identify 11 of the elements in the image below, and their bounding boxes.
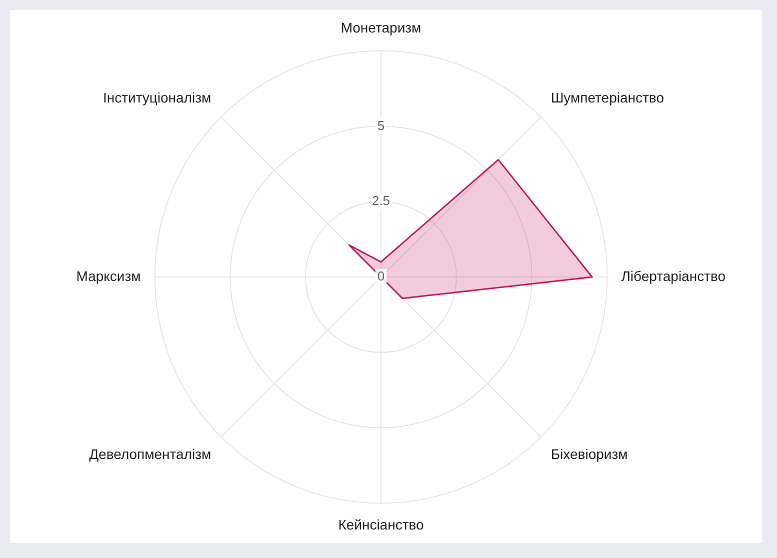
spoke-label: Монетаризм xyxy=(340,19,422,36)
y-tick-label: 0 xyxy=(377,268,385,284)
spoke-label: Біхевіоризм xyxy=(550,446,628,462)
y-tick-label: 5 xyxy=(377,118,385,133)
spoke-label: Інституціоналізм xyxy=(102,90,212,106)
spoke-label: Марксизм xyxy=(76,268,141,284)
y-tick-label: 2.5 xyxy=(372,193,390,208)
spoke-label: Лібертаріанство xyxy=(621,268,726,284)
spoke-label: Шумпетеріанство xyxy=(550,90,664,106)
spoke-label: Девелопменталізм xyxy=(89,446,212,462)
spoke-label: Кейнсіанство xyxy=(338,516,424,532)
